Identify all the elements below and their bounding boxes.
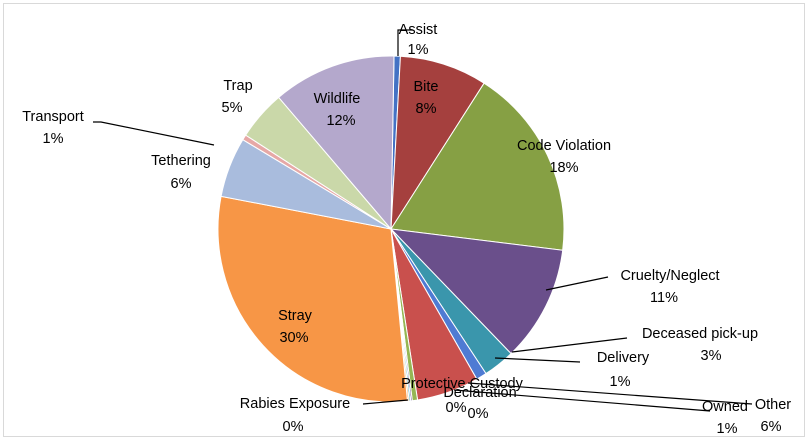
slice-pct-wildlife: 12% bbox=[326, 113, 355, 129]
pie-slice-code-violation bbox=[390, 82, 565, 251]
slice-label-transport: Transport bbox=[22, 109, 84, 125]
leader-line-rabies-exposure bbox=[362, 399, 409, 405]
slice-pct-transport: 1% bbox=[43, 131, 64, 147]
leader-line-cruelty-neglect bbox=[545, 276, 609, 291]
slice-label-delivery: Delivery bbox=[597, 350, 650, 366]
slice-label-protective-custody: Protective Custody bbox=[401, 376, 523, 392]
slice-pct-code-violation: 18% bbox=[549, 160, 578, 176]
slice-pct-assist: 1% bbox=[408, 42, 429, 58]
slice-label-stray: Stray bbox=[278, 308, 313, 324]
slice-pct-declaration: 0% bbox=[468, 406, 489, 422]
slice-pct-stray: 30% bbox=[279, 330, 308, 346]
slice-label-assist: Assist bbox=[399, 22, 438, 38]
slice-pct-cruelty-neglect: 11% bbox=[650, 290, 678, 306]
slice-label-declaration: Declaration bbox=[443, 385, 516, 401]
slice-pct-trap: 5% bbox=[222, 100, 243, 116]
slice-label-trap: Trap bbox=[223, 78, 252, 94]
slice-label-code-violation: Code Violation bbox=[517, 138, 611, 154]
slice-label-wildlife: Wildlife bbox=[314, 91, 361, 107]
slice-pct-owned: 1% bbox=[717, 421, 738, 437]
slice-pct-bite: 8% bbox=[416, 101, 437, 117]
slice-pct-protective-custody: 0% bbox=[446, 400, 467, 416]
slice-pct-tethering: 6% bbox=[171, 176, 192, 192]
leader-line-delivery bbox=[494, 357, 581, 363]
leader-line-deceased-pick-up bbox=[511, 337, 628, 353]
slice-label-rabies-exposure: Rabies Exposure bbox=[240, 396, 350, 412]
pie-slice-bite bbox=[390, 55, 485, 231]
chart-frame bbox=[3, 3, 805, 437]
pie-slice-stray bbox=[217, 195, 409, 403]
leader-line-assist bbox=[397, 29, 413, 56]
slice-label-owned: Owned bbox=[702, 399, 748, 415]
slice-label-bite: Bite bbox=[414, 79, 439, 95]
slice-label-deceased-pick-up: Deceased pick-up bbox=[642, 326, 758, 342]
leader-line-other bbox=[467, 382, 753, 405]
slice-label-tethering: Tethering bbox=[151, 153, 211, 169]
pie-slice-wildlife bbox=[277, 55, 395, 231]
slice-label-cruelty-neglect: Cruelty/Neglect bbox=[620, 268, 719, 284]
slice-pct-rabies-exposure: 0% bbox=[283, 419, 304, 435]
slice-label-other: Other bbox=[755, 397, 791, 413]
pie-slice-cruelty-neglect bbox=[389, 228, 564, 355]
slice-pct-other: 6% bbox=[761, 419, 782, 435]
leader-line-transport bbox=[93, 121, 215, 146]
leader-line-owned bbox=[453, 389, 711, 412]
slice-pct-deceased-pick-up: 3% bbox=[701, 348, 722, 364]
slice-pct-delivery: 1% bbox=[610, 374, 631, 390]
